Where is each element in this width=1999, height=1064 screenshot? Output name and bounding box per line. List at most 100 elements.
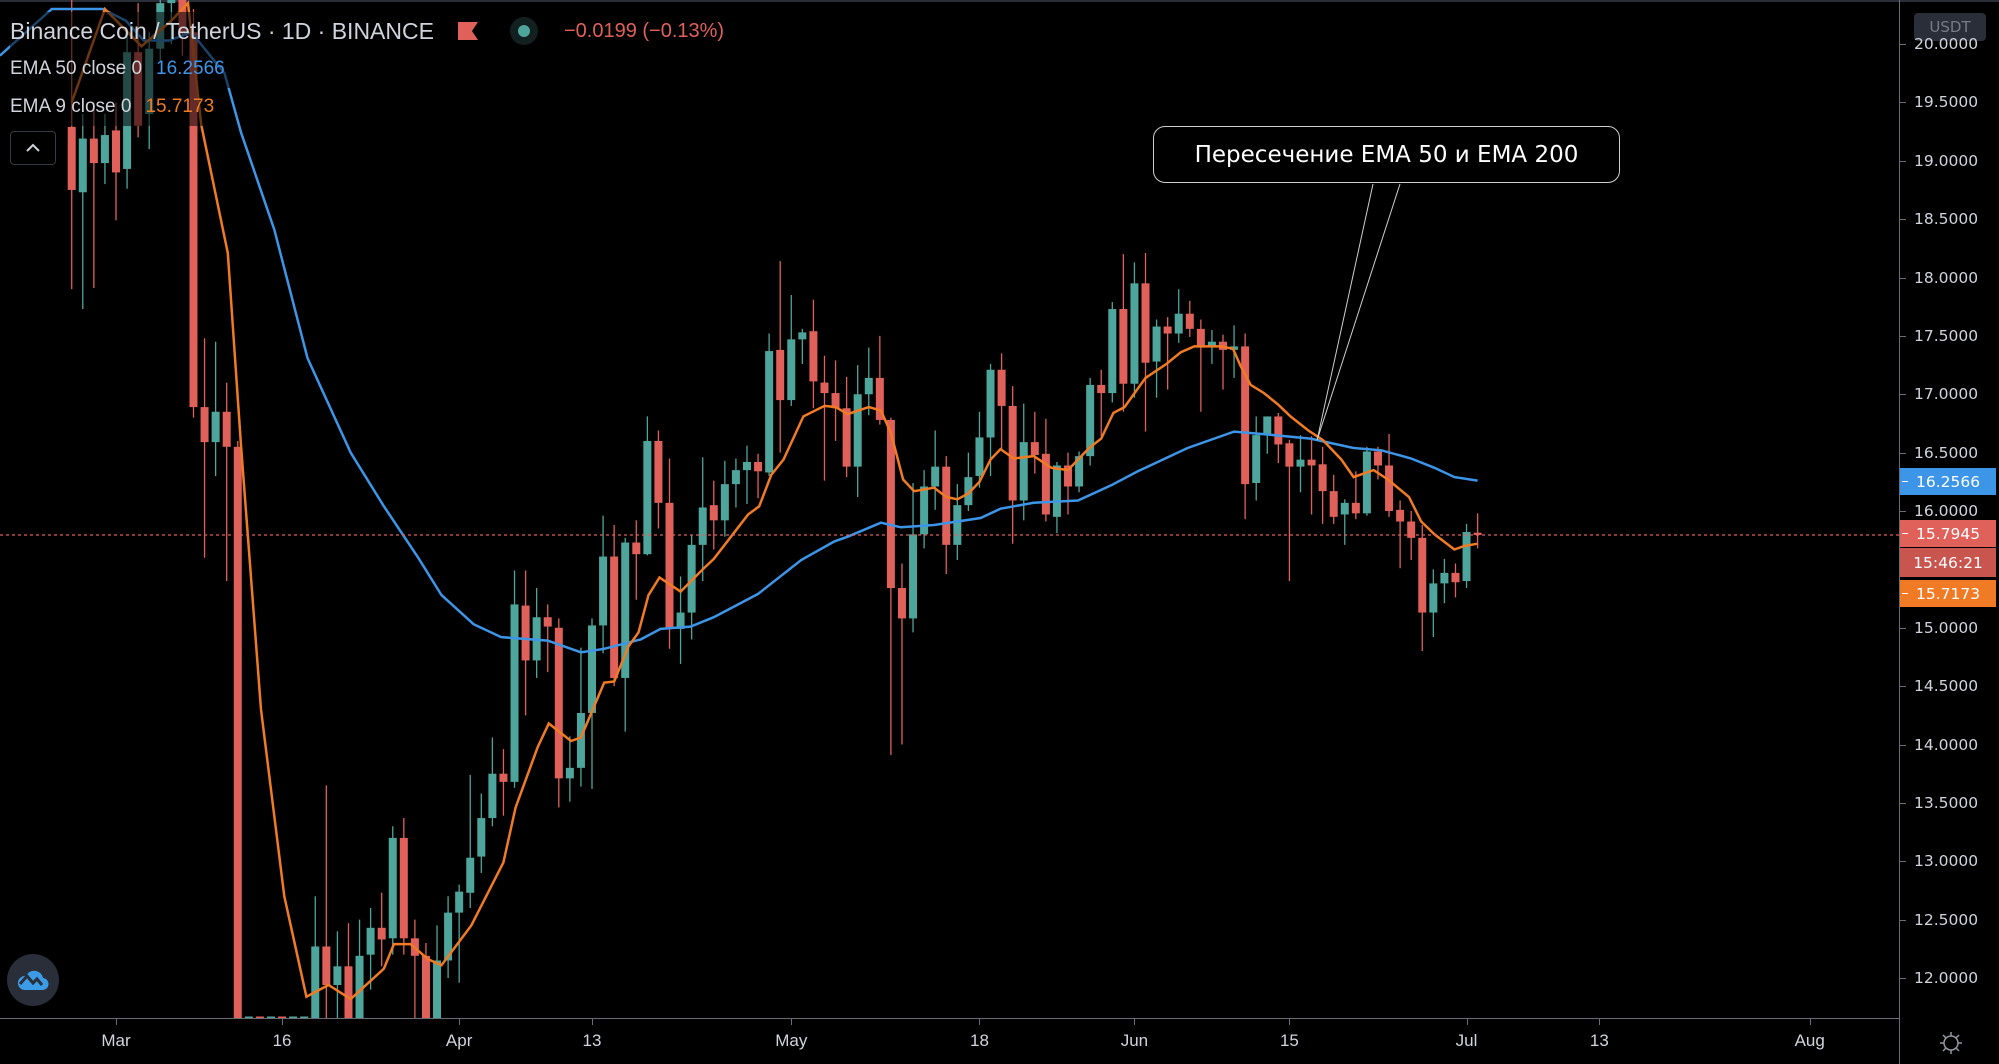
price-tick-label: 14.0000 [1914, 735, 1979, 754]
candle [809, 299, 818, 409]
candle [842, 376, 851, 478]
candle [1462, 523, 1471, 589]
candle-body [1075, 456, 1084, 487]
candle [444, 896, 453, 978]
candle-body [300, 1016, 309, 1018]
time-tick [791, 1019, 793, 1025]
symbol-title[interactable]: Binance Coin / TetherUS · 1D · BINANCE [10, 17, 434, 44]
price-tick [1900, 44, 1906, 45]
candle [255, 1016, 264, 1018]
time-tick-label: 15 [1279, 1031, 1299, 1050]
candle [1340, 499, 1349, 545]
candle [1196, 319, 1205, 412]
gear-icon[interactable] [1938, 1030, 1964, 1056]
candle [643, 416, 652, 556]
candle [576, 647, 585, 787]
time-tick-label: 18 [969, 1031, 989, 1050]
tradingview-logo[interactable] [7, 954, 59, 1006]
candle-body [1385, 465, 1394, 511]
candle-body [953, 505, 962, 545]
candle [920, 470, 929, 549]
candle-body [997, 369, 1006, 406]
candle-body [1152, 326, 1161, 362]
ema9-price-label: 15.7173 [1900, 580, 1996, 607]
candle-body [1307, 459, 1316, 466]
ema50-price-label: 16.2566 [1900, 468, 1996, 495]
candle-body [388, 837, 397, 939]
market-open-dot-icon [509, 17, 538, 45]
candle [300, 1016, 309, 1018]
currency-button[interactable]: USDT [1914, 13, 1986, 41]
annotation-callout[interactable]: Пересечение EMA 50 и EMA 200 [1153, 126, 1620, 183]
candle-body [853, 394, 862, 467]
candle [233, 440, 242, 1018]
candle [1097, 369, 1106, 437]
candle-body [820, 382, 829, 394]
price-tick [1900, 919, 1906, 921]
candle [1052, 461, 1061, 534]
candle-body [311, 946, 320, 1018]
candle [1396, 500, 1405, 569]
candle-body [289, 1016, 298, 1018]
candle-body [897, 588, 906, 619]
price-chart[interactable] [0, 0, 1899, 1018]
price-tick-label: 16.5000 [1914, 443, 1979, 462]
candle-body [554, 627, 563, 779]
candle [344, 923, 353, 1018]
indicator-value: 15.7173 [145, 96, 215, 117]
candle [1030, 411, 1039, 474]
candle [399, 818, 408, 955]
candle [1141, 252, 1150, 432]
candle-body [920, 486, 929, 535]
candle [200, 338, 209, 558]
candle-body [399, 837, 408, 939]
candle [621, 537, 630, 732]
candle-body [942, 466, 951, 545]
candle [1473, 513, 1482, 549]
price-tick [1900, 744, 1906, 746]
time-axis[interactable]: Mar 16 Apr 13 May 18 Jun 15 Jul 13 Aug [0, 1018, 1899, 1064]
price-tick-label: 17.5000 [1914, 326, 1979, 345]
candle-body [477, 818, 486, 857]
candle-body [344, 966, 353, 1018]
candle-body [610, 556, 619, 678]
candle [886, 417, 895, 756]
candle [897, 563, 906, 745]
candle [731, 458, 740, 508]
candle [698, 457, 707, 582]
candle [942, 456, 951, 575]
candle-body [809, 331, 818, 382]
candle [1385, 433, 1394, 517]
candle [1329, 474, 1338, 524]
last-price-label: 15.7945 [1900, 520, 1996, 547]
time-tick-label: 13 [582, 1031, 602, 1050]
price-tick [1900, 511, 1906, 512]
time-tick [592, 1019, 593, 1025]
price-tick [1900, 802, 1906, 804]
candle-body [67, 126, 76, 190]
price-tick-label: 15.0000 [1914, 618, 1979, 637]
price-tick [1900, 335, 1906, 337]
candle-body [1340, 502, 1349, 515]
candle [565, 736, 574, 802]
candle [333, 931, 342, 1018]
candle [377, 892, 386, 967]
indicator-ema50[interactable]: EMA 50 close 0 16.2566 [10, 50, 231, 88]
candle-body [1396, 509, 1405, 522]
candle [864, 347, 873, 416]
candle [78, 114, 87, 310]
candle-body [433, 960, 442, 1018]
time-tick-label: 16 [272, 1031, 292, 1050]
indicator-ema9[interactable]: EMA 9 close 0 15.7173 [10, 88, 221, 126]
collapse-legend-button[interactable] [10, 131, 56, 165]
candle [720, 460, 729, 537]
candle-body [742, 461, 751, 471]
candle [986, 363, 995, 476]
price-axis[interactable]: USDT 20.0000 19.5000 19.0000 18.5000 18.0000… [1899, 0, 1999, 1064]
candle [266, 1016, 275, 1018]
candle-body [211, 411, 220, 443]
time-tick [459, 1019, 461, 1025]
candle-body [1362, 451, 1371, 514]
candle-body [1119, 309, 1128, 384]
flag-icon[interactable] [457, 22, 478, 40]
